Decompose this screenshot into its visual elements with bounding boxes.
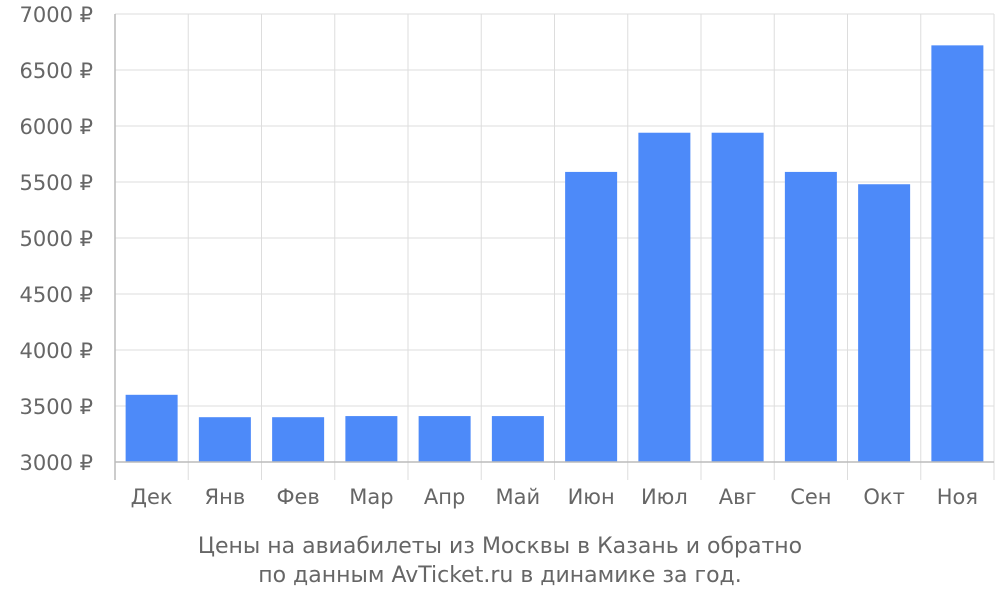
x-tick-label: Июн: [568, 485, 615, 509]
grid-lines: [115, 13, 995, 463]
y-tick-label: 3500 ₽: [20, 395, 93, 419]
bar-6: [565, 171, 618, 463]
bar-2: [272, 417, 325, 462]
y-tick-label: 7000 ₽: [20, 3, 93, 27]
y-tick-label: 5500 ₽: [20, 171, 93, 195]
y-tick-label: 6500 ₽: [20, 59, 93, 83]
bar-9: [784, 171, 837, 463]
x-tick-label: Авг: [719, 485, 757, 509]
x-tick-label: Сен: [790, 485, 831, 509]
y-tick-label: 4000 ₽: [20, 339, 93, 363]
bar-1: [198, 417, 251, 462]
y-tick-labels: 3000 ₽ 3500 ₽ 4000 ₽ 4500 ₽ 5000 ₽ 5500 ₽ 6000…: [20, 3, 93, 475]
x-tick-label: Окт: [863, 485, 904, 509]
x-tick-label: Июл: [641, 485, 688, 509]
y-tick-label: 6000 ₽: [20, 115, 93, 139]
bar-8: [711, 132, 764, 462]
axes: [114, 14, 995, 480]
bar-3: [345, 416, 398, 462]
x-tick-label: Май: [496, 485, 541, 509]
x-tick-labels: Дек Янв Фев Мар Апр Май Июн Июл Авг Сен Окт Ноя: [131, 485, 978, 509]
x-tick-label: Дек: [131, 485, 173, 509]
bar-10: [858, 184, 911, 463]
bar-4: [418, 416, 471, 462]
bar-5: [491, 416, 544, 462]
x-tick-label: Апр: [424, 485, 465, 509]
y-tick-label: 5000 ₽: [20, 227, 93, 251]
bars: [125, 45, 984, 463]
bar-0: [125, 394, 178, 462]
x-tick-label: Фев: [276, 485, 319, 509]
chart-caption-line-1: Цены на авиабилеты из Москвы в Казань и …: [197, 534, 803, 559]
x-tick-label: Ноя: [937, 485, 978, 509]
y-tick-label: 3000 ₽: [20, 451, 93, 475]
bar-11: [931, 45, 984, 463]
x-tick-label: Янв: [205, 485, 246, 509]
y-tick-label: 4500 ₽: [20, 283, 93, 307]
chart-caption-line-2: по данным AvTicket.ru в динамике за год.: [258, 563, 742, 588]
x-tick-label: Мар: [349, 485, 393, 509]
bar-7: [638, 132, 691, 462]
